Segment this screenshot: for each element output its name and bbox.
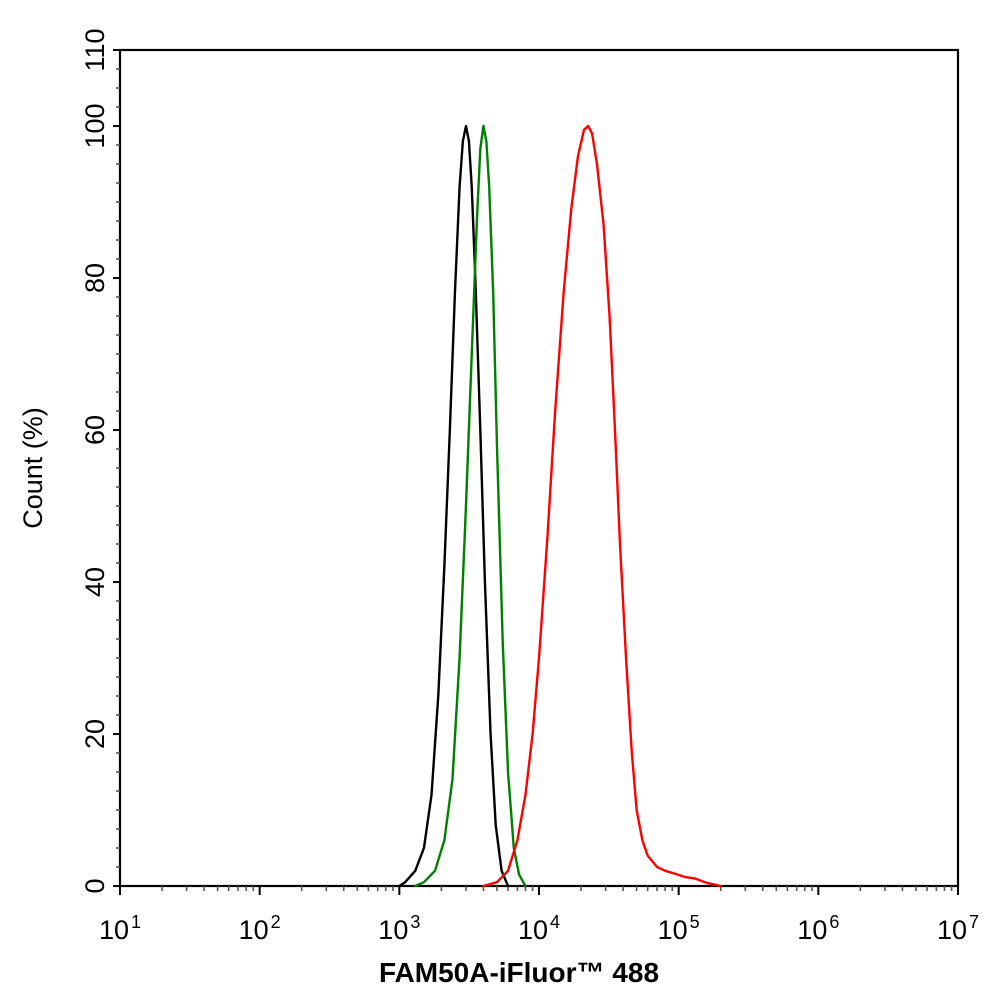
y-axis: 0 20 40 60 80 100 110 bbox=[80, 28, 120, 894]
y-tick-label: 80 bbox=[80, 263, 110, 293]
y-tick-label: 100 bbox=[80, 103, 110, 148]
y-axis-title: Count (%) bbox=[18, 407, 48, 529]
x-axis-title: FAM50A-iFluor™ 488 bbox=[379, 957, 659, 988]
x-tick-label: 10 6 bbox=[797, 912, 839, 945]
y-tick-label: 40 bbox=[80, 567, 110, 597]
x-tick-label: 10 4 bbox=[518, 912, 560, 945]
x-tick-label: 10 1 bbox=[99, 912, 141, 945]
x-axis: 10 1 10 2 10 3 10 4 10 5 10 6 10 7 bbox=[99, 886, 979, 945]
y-tick-label: 0 bbox=[80, 878, 110, 893]
x-tick-label: 10 7 bbox=[937, 912, 979, 945]
x-tick-label: 10 5 bbox=[658, 912, 700, 945]
y-tick-label: 110 bbox=[80, 28, 110, 71]
series-line-2 bbox=[414, 124, 527, 888]
x-tick-label: 10 2 bbox=[239, 912, 281, 945]
series-line-1 bbox=[398, 124, 510, 888]
series-line-3 bbox=[482, 124, 722, 888]
y-tick-label: 60 bbox=[80, 415, 110, 445]
plot-frame bbox=[118, 48, 960, 888]
x-tick-label: 10 3 bbox=[378, 912, 420, 945]
series-layer bbox=[398, 124, 722, 888]
y-tick-label: 20 bbox=[80, 719, 110, 749]
